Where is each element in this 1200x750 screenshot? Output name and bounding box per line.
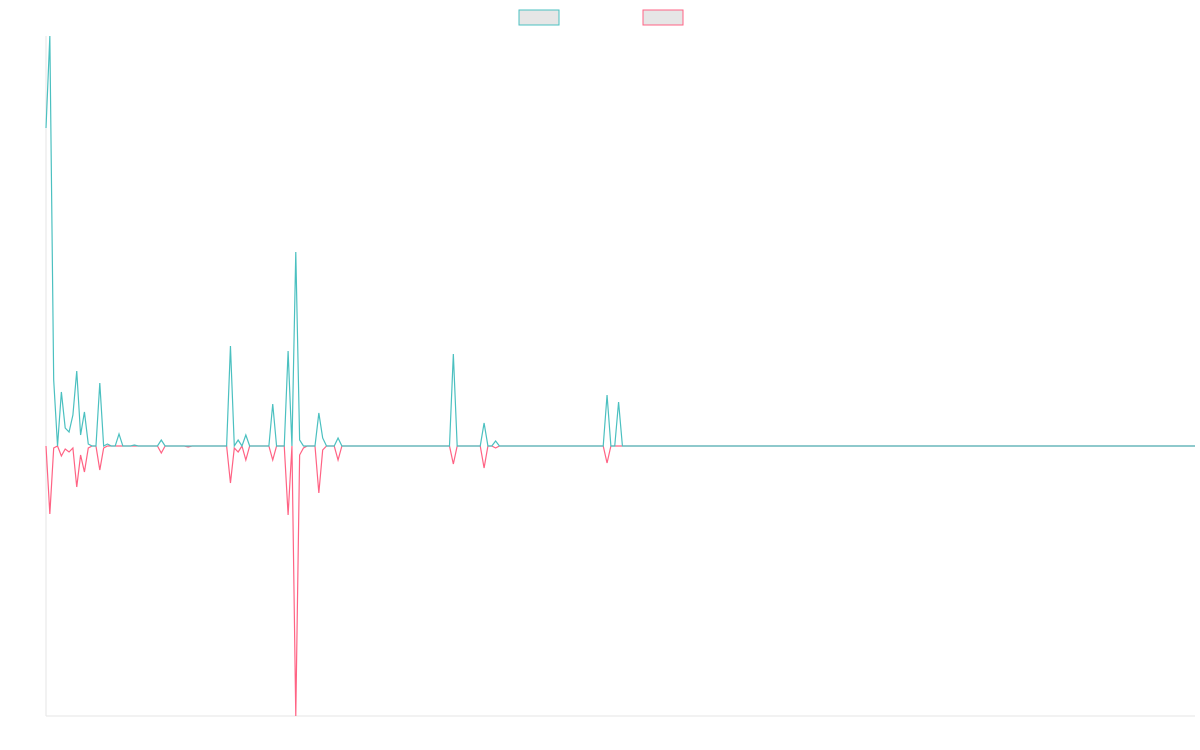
series-line xyxy=(45,444,1195,717)
legend-swatch xyxy=(642,9,684,26)
series-line xyxy=(45,35,1195,448)
legend-swatch xyxy=(518,9,560,26)
